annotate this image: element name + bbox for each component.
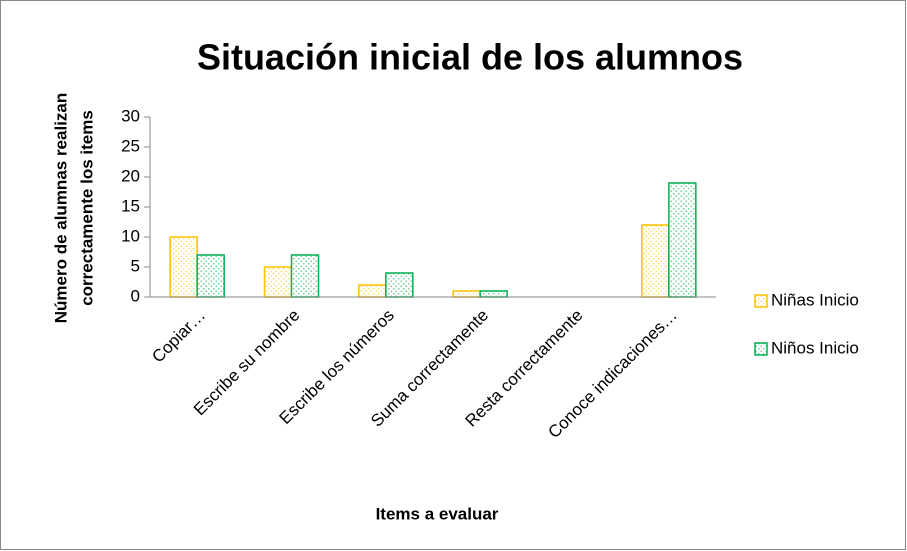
y-tick-label: 20 [121, 166, 140, 185]
bar [290, 254, 320, 298]
chart-title: Situación inicial de los alumnos [197, 37, 743, 78]
legend-label: Niñas Inicio [771, 290, 859, 309]
bar [169, 236, 198, 298]
legend-swatch [754, 342, 768, 356]
bar [452, 290, 481, 298]
y-axis-title: Número de alumnas realizan [51, 93, 70, 324]
y-tick-label: 25 [121, 136, 140, 155]
bar [479, 290, 508, 298]
bar [263, 266, 293, 298]
bar [196, 254, 225, 298]
bar [358, 284, 387, 298]
y-tick-label: 10 [121, 226, 140, 245]
bar [641, 224, 670, 298]
y-tick-label: 15 [121, 196, 140, 215]
x-axis-title: Items a evaluar [376, 504, 499, 523]
y-axis-title: correctamente los items [77, 110, 96, 306]
bar [668, 182, 697, 298]
bar [385, 272, 414, 298]
y-tick-label: 5 [131, 256, 140, 275]
legend-label: Niños Inicio [771, 338, 859, 357]
y-tick-label: 0 [131, 286, 140, 305]
y-tick-label: 30 [121, 106, 140, 125]
legend-swatch [754, 294, 768, 308]
